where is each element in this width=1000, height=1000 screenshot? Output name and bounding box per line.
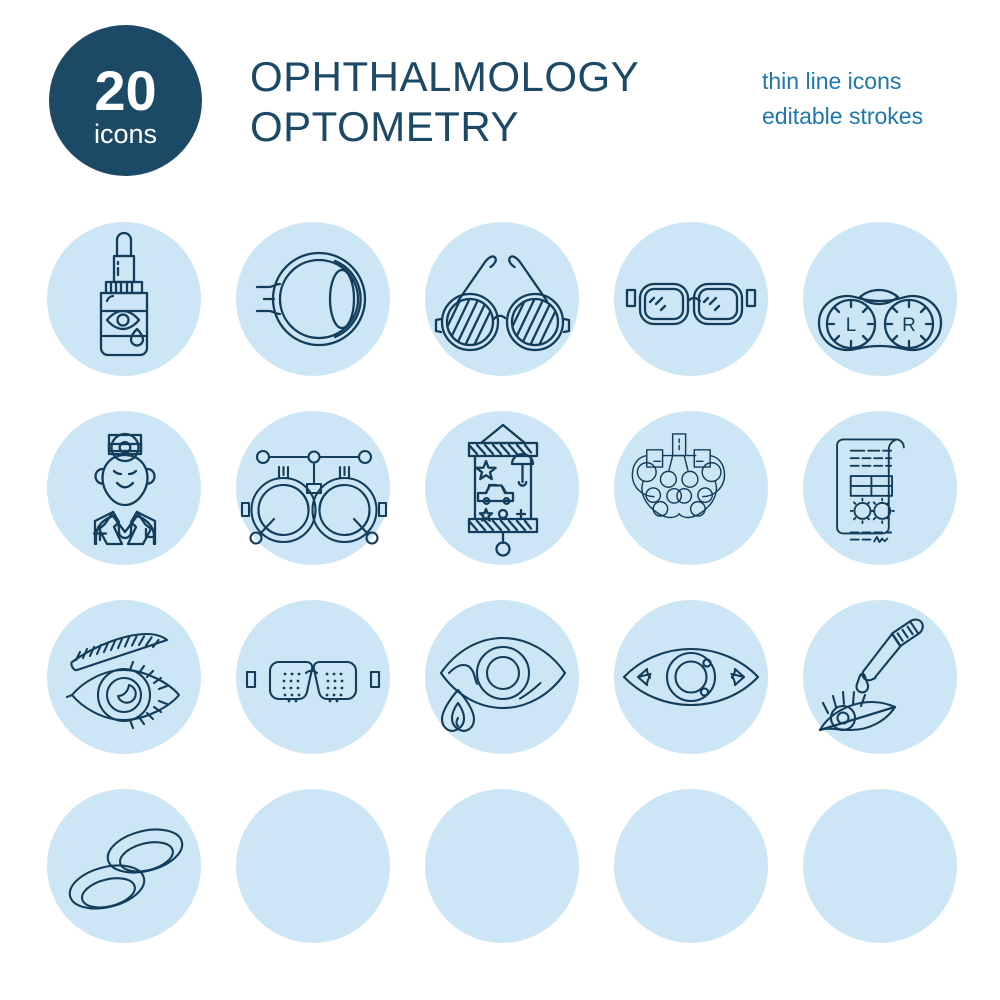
svg-text:R: R — [902, 315, 916, 336]
svg-text:L: L — [846, 315, 857, 336]
